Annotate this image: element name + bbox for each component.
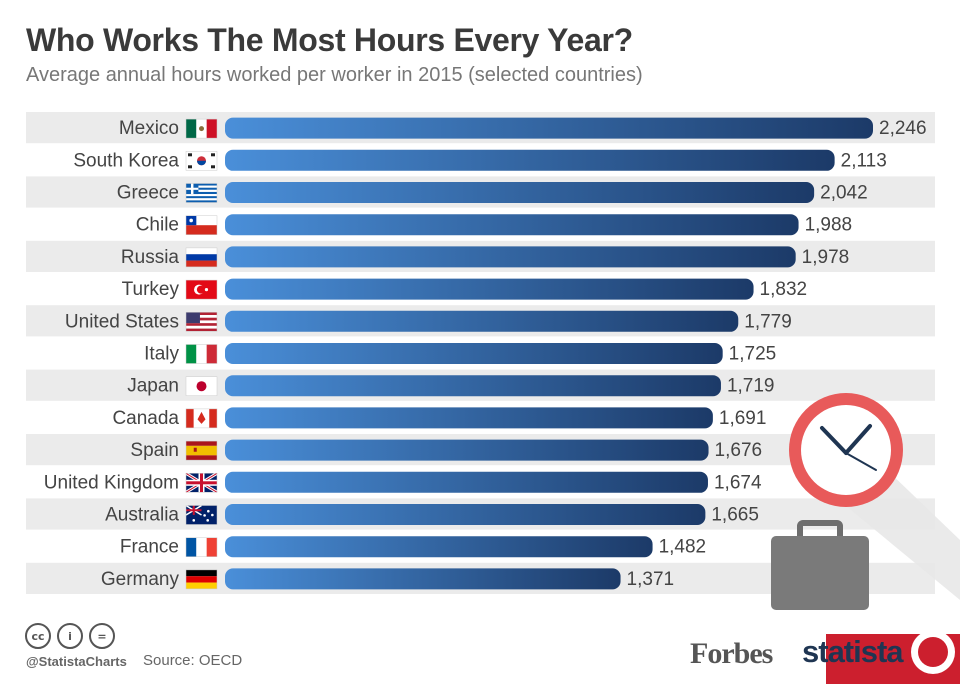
bar	[225, 149, 835, 171]
greece-flag-icon	[185, 183, 218, 203]
statista-logo[interactable]: statista	[802, 634, 904, 669]
briefcase-icon	[771, 520, 869, 610]
chart-title: Who Works The Most Hours Every Year?	[26, 22, 633, 58]
bar	[225, 536, 653, 558]
italy-flag-icon	[185, 344, 218, 364]
statista-handle: @StatistaCharts	[26, 654, 127, 669]
category-label: Canada	[112, 408, 179, 429]
value-label: 1,779	[744, 311, 792, 332]
mexico-flag-icon	[185, 118, 218, 139]
decoration	[771, 393, 960, 684]
category-label: Germany	[101, 569, 180, 590]
license-icons: cc i =	[25, 623, 115, 649]
category-label: Japan	[127, 376, 179, 397]
france-flag-icon	[185, 537, 218, 557]
category-label: Italy	[144, 344, 179, 365]
category-label: United Kingdom	[44, 472, 179, 493]
bar-row: Australia 1,665	[105, 504, 759, 526]
bar	[225, 182, 815, 203]
bar	[225, 471, 708, 493]
bar	[225, 375, 721, 397]
value-label: 1,988	[805, 215, 853, 236]
japan-flag-icon	[185, 376, 218, 396]
value-label: 1,691	[719, 408, 767, 429]
bar-row: France 1,482	[120, 536, 706, 558]
value-label: 2,246	[879, 118, 927, 139]
category-label: Australia	[105, 505, 179, 526]
value-label: 1,371	[627, 569, 675, 590]
bar	[225, 117, 873, 139]
category-label: Russia	[121, 247, 180, 268]
bar	[225, 439, 709, 461]
bar-row: Spain 1,676	[130, 439, 763, 461]
russia-flag-icon	[185, 247, 218, 268]
cc-icon: cc	[25, 623, 51, 649]
category-label: Spain	[130, 440, 179, 461]
turkey-flag-icon	[185, 279, 218, 300]
bar	[225, 278, 754, 300]
category-label: Mexico	[119, 118, 179, 139]
bar-row: United Kingdom 1,674	[44, 471, 762, 494]
category-label: France	[120, 537, 179, 558]
bar-row: Germany 1,371	[101, 568, 674, 590]
spain-flag-icon	[185, 440, 218, 461]
clock-icon	[789, 393, 960, 600]
forbes-logo[interactable]: Forbes	[690, 637, 773, 670]
category-label: United States	[65, 311, 179, 332]
bar	[225, 343, 723, 364]
australia-flag-icon	[185, 504, 218, 525]
value-label: 1,832	[760, 279, 808, 300]
value-label: 1,665	[711, 505, 759, 526]
bar-row: Turkey 1,832	[122, 278, 808, 300]
bar	[225, 407, 713, 429]
category-label: Turkey	[122, 279, 180, 300]
value-label: 2,042	[820, 183, 868, 204]
bar	[225, 214, 799, 236]
value-label: 1,676	[715, 440, 763, 461]
bar-row: Russia 1,978	[121, 246, 849, 268]
chart-subtitle: Average annual hours worked per worker i…	[26, 64, 643, 86]
germany-flag-icon	[185, 569, 218, 590]
value-label: 1,725	[729, 344, 777, 365]
value-label: 1,978	[802, 247, 850, 268]
bar	[225, 568, 621, 590]
bar	[225, 246, 796, 268]
bar	[225, 504, 706, 525]
bar-row: Japan 1,719	[127, 375, 775, 397]
bar-row: Greece 2,042	[117, 182, 868, 204]
category-label: Greece	[117, 183, 179, 204]
category-label: Chile	[136, 215, 179, 236]
corner-badge-icon	[826, 630, 960, 684]
value-label: 1,719	[727, 376, 775, 397]
south-korea-flag-icon	[185, 151, 218, 171]
united-kingdom-flag-icon	[185, 472, 218, 494]
bar-row: United States 1,779	[65, 310, 792, 332]
bar-row: Canada 1,691	[112, 407, 766, 429]
by-icon: i	[57, 623, 83, 649]
canada-flag-icon	[185, 408, 218, 429]
bar-row: Mexico 2,246	[119, 117, 927, 139]
nd-icon: =	[89, 623, 115, 649]
bar	[225, 310, 739, 332]
bar-row: South Korea 2,113	[73, 149, 887, 171]
bar-row: Italy 1,725	[144, 343, 776, 365]
value-label: 1,674	[714, 472, 762, 493]
united-states-flag-icon	[185, 312, 218, 332]
value-label: 1,482	[659, 537, 707, 558]
chile-flag-icon	[185, 215, 218, 235]
bar-row: Chile 1,988	[136, 214, 852, 236]
value-label: 2,113	[841, 150, 887, 171]
source-label: Source: OECD	[143, 652, 243, 669]
category-label: South Korea	[73, 150, 179, 171]
